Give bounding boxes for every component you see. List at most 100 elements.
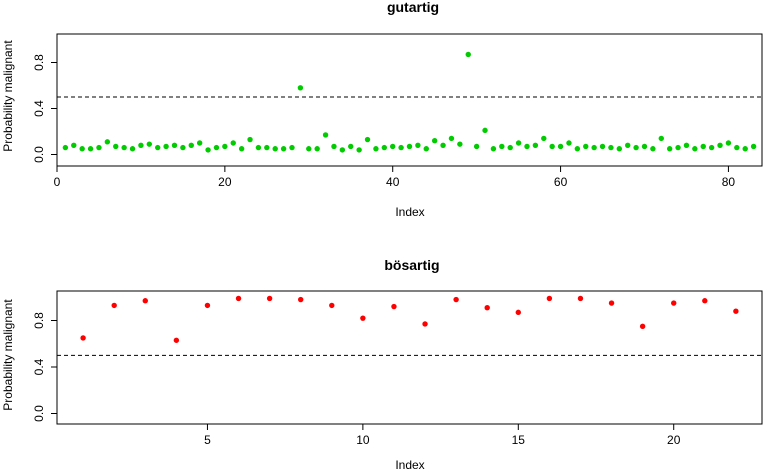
data-point — [348, 143, 354, 150]
data-point — [121, 144, 127, 151]
data-point — [188, 142, 194, 148]
data-point — [390, 143, 396, 150]
data-point — [204, 302, 211, 309]
data-point — [700, 143, 706, 150]
x-tick-label: 20 — [218, 175, 232, 189]
x-tick-label: 40 — [386, 175, 400, 189]
data-point — [87, 146, 94, 152]
data-point — [733, 308, 739, 314]
data-point — [171, 142, 178, 148]
data-point — [717, 142, 723, 148]
data-point — [499, 143, 505, 150]
data-point — [541, 135, 547, 142]
data-point — [658, 135, 664, 142]
data-point — [71, 142, 77, 148]
data-point — [532, 142, 539, 148]
x-tick-label: 80 — [722, 175, 736, 189]
panel-boesartig: bösartig 5 10 15 20 0.0 0.4 0.8 Index Probabi… — [1, 257, 763, 472]
chart-title: bösartig — [384, 257, 439, 273]
data-point — [633, 144, 639, 151]
data-point — [381, 144, 388, 151]
data-point — [80, 335, 86, 341]
data-point — [298, 296, 304, 303]
data-point — [289, 144, 295, 151]
data-point — [599, 143, 606, 150]
data-point — [173, 337, 180, 343]
data-point — [222, 143, 228, 150]
x-tick-label: 20 — [667, 433, 681, 447]
data-point — [639, 323, 646, 330]
data-point — [549, 143, 555, 150]
y-axis: 0.0 0.4 0.8 — [32, 54, 57, 163]
data-point — [306, 146, 312, 152]
x-tick-label: 10 — [356, 433, 370, 447]
data-point — [163, 143, 169, 150]
data-point — [406, 143, 413, 150]
data-point — [725, 140, 732, 146]
y-axis: 0.0 0.4 0.8 — [32, 312, 57, 422]
data-point — [448, 135, 455, 142]
data-point — [205, 147, 211, 153]
data-point — [650, 146, 656, 152]
data-point — [373, 146, 379, 152]
data-point — [213, 144, 220, 151]
x-tick-label: 0 — [54, 175, 61, 189]
data-point — [692, 146, 698, 152]
data-point — [473, 143, 480, 150]
data-point — [484, 305, 490, 311]
data-point — [431, 138, 438, 144]
data-points — [62, 51, 757, 153]
data-point — [415, 142, 421, 148]
data-point — [675, 144, 681, 151]
data-point — [180, 144, 186, 151]
data-point — [230, 140, 236, 146]
data-point — [423, 146, 429, 152]
data-point — [129, 146, 136, 152]
data-point — [356, 147, 362, 153]
data-point — [490, 146, 497, 152]
data-point — [111, 302, 117, 309]
data-point — [422, 321, 428, 327]
data-point — [515, 309, 521, 316]
data-point — [398, 144, 404, 151]
x-axis-title: Index — [395, 205, 424, 219]
data-point — [482, 127, 488, 134]
data-point — [339, 147, 346, 153]
y-tick-label: 0.0 — [32, 146, 46, 163]
y-tick-label: 0.4 — [32, 100, 46, 117]
data-point — [702, 298, 708, 304]
data-point — [322, 132, 329, 138]
x-axis-title: Index — [395, 458, 424, 472]
data-point — [360, 315, 366, 321]
plot-frame — [56, 290, 763, 425]
data-point — [238, 146, 245, 152]
data-point — [507, 144, 513, 151]
x-tick-label: 60 — [554, 175, 568, 189]
plot-frame — [56, 33, 763, 167]
y-tick-label: 0.0 — [32, 405, 46, 422]
data-point — [515, 140, 522, 146]
data-point — [138, 142, 144, 148]
data-point — [79, 146, 85, 152]
data-point — [113, 143, 119, 150]
data-point — [280, 146, 287, 152]
data-point — [297, 85, 304, 91]
y-tick-label: 0.8 — [32, 54, 46, 71]
data-point — [641, 143, 648, 150]
data-point — [142, 298, 148, 304]
data-point — [557, 143, 564, 150]
data-point — [591, 144, 597, 151]
data-point — [577, 295, 584, 302]
data-point — [255, 144, 262, 151]
data-point — [364, 136, 371, 143]
data-point — [155, 144, 161, 151]
y-tick-label: 0.4 — [32, 358, 46, 375]
data-point — [247, 136, 253, 143]
x-axis: 5 10 15 20 — [204, 424, 681, 447]
data-point — [331, 143, 337, 150]
data-point — [671, 300, 677, 306]
data-point — [608, 300, 615, 306]
x-tick-label: 5 — [204, 433, 211, 447]
data-point — [708, 144, 715, 151]
y-axis-title: Probability malignant — [1, 40, 15, 152]
